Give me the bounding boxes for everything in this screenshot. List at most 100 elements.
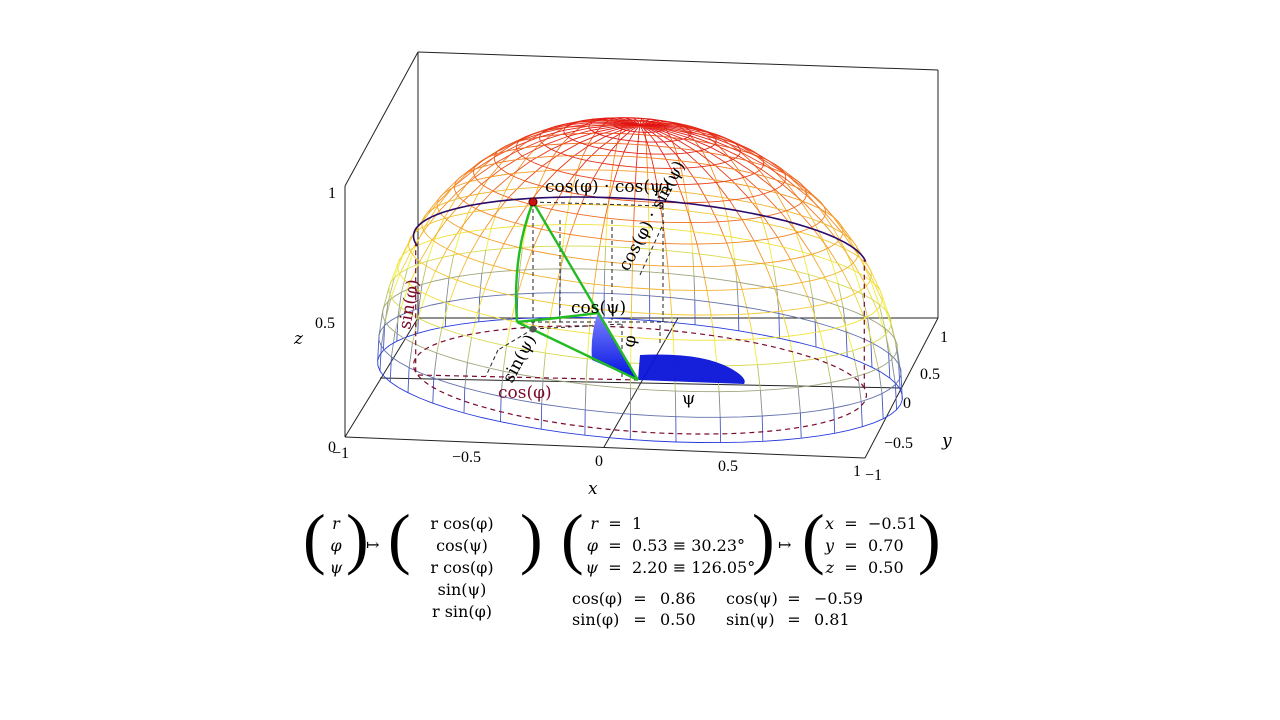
right-paren: ) bbox=[918, 500, 941, 576]
result-row: y = 0.70 bbox=[822, 535, 912, 557]
params-eq: = bbox=[608, 536, 622, 555]
result-val: 0.50 bbox=[868, 558, 904, 577]
hemisphere-mesh bbox=[377, 117, 903, 444]
radius-dashed-line bbox=[417, 374, 639, 381]
annotation-phi: φ bbox=[619, 334, 641, 349]
result-var: z bbox=[825, 558, 834, 577]
left-paren: ( bbox=[388, 500, 411, 576]
params-eq: = bbox=[608, 514, 622, 533]
trigR-eq: = bbox=[787, 610, 801, 629]
x-tick-label: −1 bbox=[332, 445, 349, 462]
trigR-val: 0.81 bbox=[814, 610, 850, 629]
annotation-psi: ψ bbox=[682, 389, 695, 409]
z-tick-label: 0 bbox=[328, 439, 336, 456]
trigR-lhs: sin(ψ) bbox=[726, 610, 775, 629]
x-ticks: −1 −0.5 0 0.5 1 bbox=[332, 445, 861, 480]
lhs-r: r bbox=[332, 514, 340, 533]
point-on-sphere bbox=[528, 197, 538, 207]
z-tick-label: 0.5 bbox=[315, 315, 335, 332]
trigL-eq: = bbox=[633, 589, 647, 608]
annotation-cos-phi-cos-psi: cos(φ) · cos(ψ) bbox=[545, 177, 670, 197]
params-row: r = 1 bbox=[584, 513, 760, 535]
params-row: ψ = 2.20 ≡ 126.05° bbox=[584, 557, 760, 579]
latitude-curve bbox=[412, 196, 867, 262]
trigR-val: −0.59 bbox=[814, 589, 864, 608]
construction-dashed-line bbox=[532, 201, 664, 207]
trigR-lhs: cos(ψ) bbox=[726, 589, 778, 608]
box-frame bbox=[344, 51, 939, 459]
result-var: x bbox=[824, 514, 834, 533]
construction-dashed-line bbox=[485, 349, 499, 377]
trig-values-left: cos(φ) = 0.86 sin(φ) = 0.50 bbox=[572, 588, 700, 630]
trigR-eq: = bbox=[787, 589, 801, 608]
trigR-row: cos(ψ) = −0.59 bbox=[726, 588, 864, 609]
trigL-lhs: cos(φ) bbox=[572, 589, 623, 608]
result-val: −0.51 bbox=[868, 514, 918, 533]
x-axis-label: x bbox=[588, 479, 598, 499]
params-var: φ bbox=[586, 536, 598, 555]
construction-dashed-line bbox=[639, 221, 665, 276]
x-tick-label: 0 bbox=[595, 453, 603, 470]
result-row: x = −0.51 bbox=[822, 513, 917, 535]
trigL-row: cos(φ) = 0.86 bbox=[572, 588, 700, 609]
trigL-row: sin(φ) = 0.50 bbox=[572, 609, 700, 630]
result-rows: x = −0.51 y = 0.70 z = 0.50 bbox=[822, 513, 917, 579]
annotation-sin-phi: sin(φ) bbox=[395, 278, 423, 331]
rhs-y: r cos(φ) sin(ψ) bbox=[430, 558, 494, 599]
x-tick-label: 1 bbox=[853, 463, 861, 480]
params-var: r bbox=[590, 514, 598, 533]
trig-values-right: cos(ψ) = −0.59 sin(ψ) = 0.81 bbox=[726, 588, 864, 630]
maps-to-arrow: ↦ bbox=[778, 535, 792, 554]
trigL-val: 0.50 bbox=[660, 610, 696, 629]
rhs-z: r sin(φ) bbox=[431, 602, 493, 621]
params-var: ψ bbox=[585, 558, 598, 577]
trigL-val: 0.86 bbox=[660, 589, 696, 608]
annotation-cos-phi: cos(φ) bbox=[498, 383, 552, 403]
params-val: 2.20 ≡ 126.05° bbox=[632, 558, 756, 577]
y-tick-label: 1 bbox=[940, 329, 948, 346]
result-row: z = 0.50 bbox=[822, 557, 912, 579]
result-eq: = bbox=[844, 514, 858, 533]
left-paren: ( bbox=[303, 500, 326, 576]
x-tick-label: −0.5 bbox=[452, 449, 481, 466]
left-paren: ( bbox=[561, 500, 584, 576]
x-tick-label: 0.5 bbox=[718, 458, 738, 475]
result-eq: = bbox=[844, 558, 858, 577]
right-paren: ) bbox=[346, 500, 369, 576]
right-paren: ) bbox=[752, 500, 775, 576]
base-circle-dashed bbox=[412, 325, 868, 435]
trigL-lhs: sin(φ) bbox=[572, 610, 620, 629]
lhs-phi: φ bbox=[330, 536, 342, 555]
psi-sector bbox=[638, 354, 745, 384]
params-eq: = bbox=[608, 558, 622, 577]
z-ticks: 0 0.5 1 bbox=[315, 185, 336, 456]
trigL-eq: = bbox=[633, 610, 647, 629]
construction-dashed-line bbox=[532, 323, 623, 330]
y-tick-label: −0.5 bbox=[884, 435, 913, 452]
z-axis-label: z bbox=[293, 329, 304, 349]
lhs-psi: ψ bbox=[329, 558, 343, 577]
green-path bbox=[514, 201, 640, 382]
result-val: 0.70 bbox=[868, 536, 904, 555]
y-axis-label: y bbox=[941, 431, 952, 451]
params-row: φ = 0.53 ≡ 30.23° bbox=[584, 535, 760, 557]
result-eq: = bbox=[844, 536, 858, 555]
right-paren: ) bbox=[520, 500, 543, 576]
result-var: y bbox=[824, 536, 834, 555]
projected-point bbox=[529, 325, 537, 333]
left-paren: ( bbox=[802, 500, 825, 576]
param-rows: r = 1 φ = 0.53 ≡ 30.23° ψ = 2.20 ≡ 126.05° bbox=[584, 513, 760, 579]
y-tick-label: −1 bbox=[865, 467, 882, 484]
y-ticks: −1 −0.5 0 0.5 1 bbox=[865, 329, 948, 484]
y-tick-label: 0 bbox=[903, 395, 911, 412]
annotation-cos-psi: cos(ψ) bbox=[571, 298, 626, 318]
trigR-row: sin(ψ) = 0.81 bbox=[726, 609, 864, 630]
maps-to-arrow: ↦ bbox=[366, 535, 380, 554]
annotation-cos-phi-sin-psi: cos(φ) · sin(ψ) bbox=[615, 158, 690, 275]
params-val: 0.53 ≡ 30.23° bbox=[632, 536, 746, 555]
y-tick-label: 0.5 bbox=[920, 366, 940, 383]
rhs-x: r cos(φ) cos(ψ) bbox=[430, 514, 494, 555]
params-val: 1 bbox=[632, 514, 643, 533]
z-tick-label: 1 bbox=[328, 185, 336, 202]
